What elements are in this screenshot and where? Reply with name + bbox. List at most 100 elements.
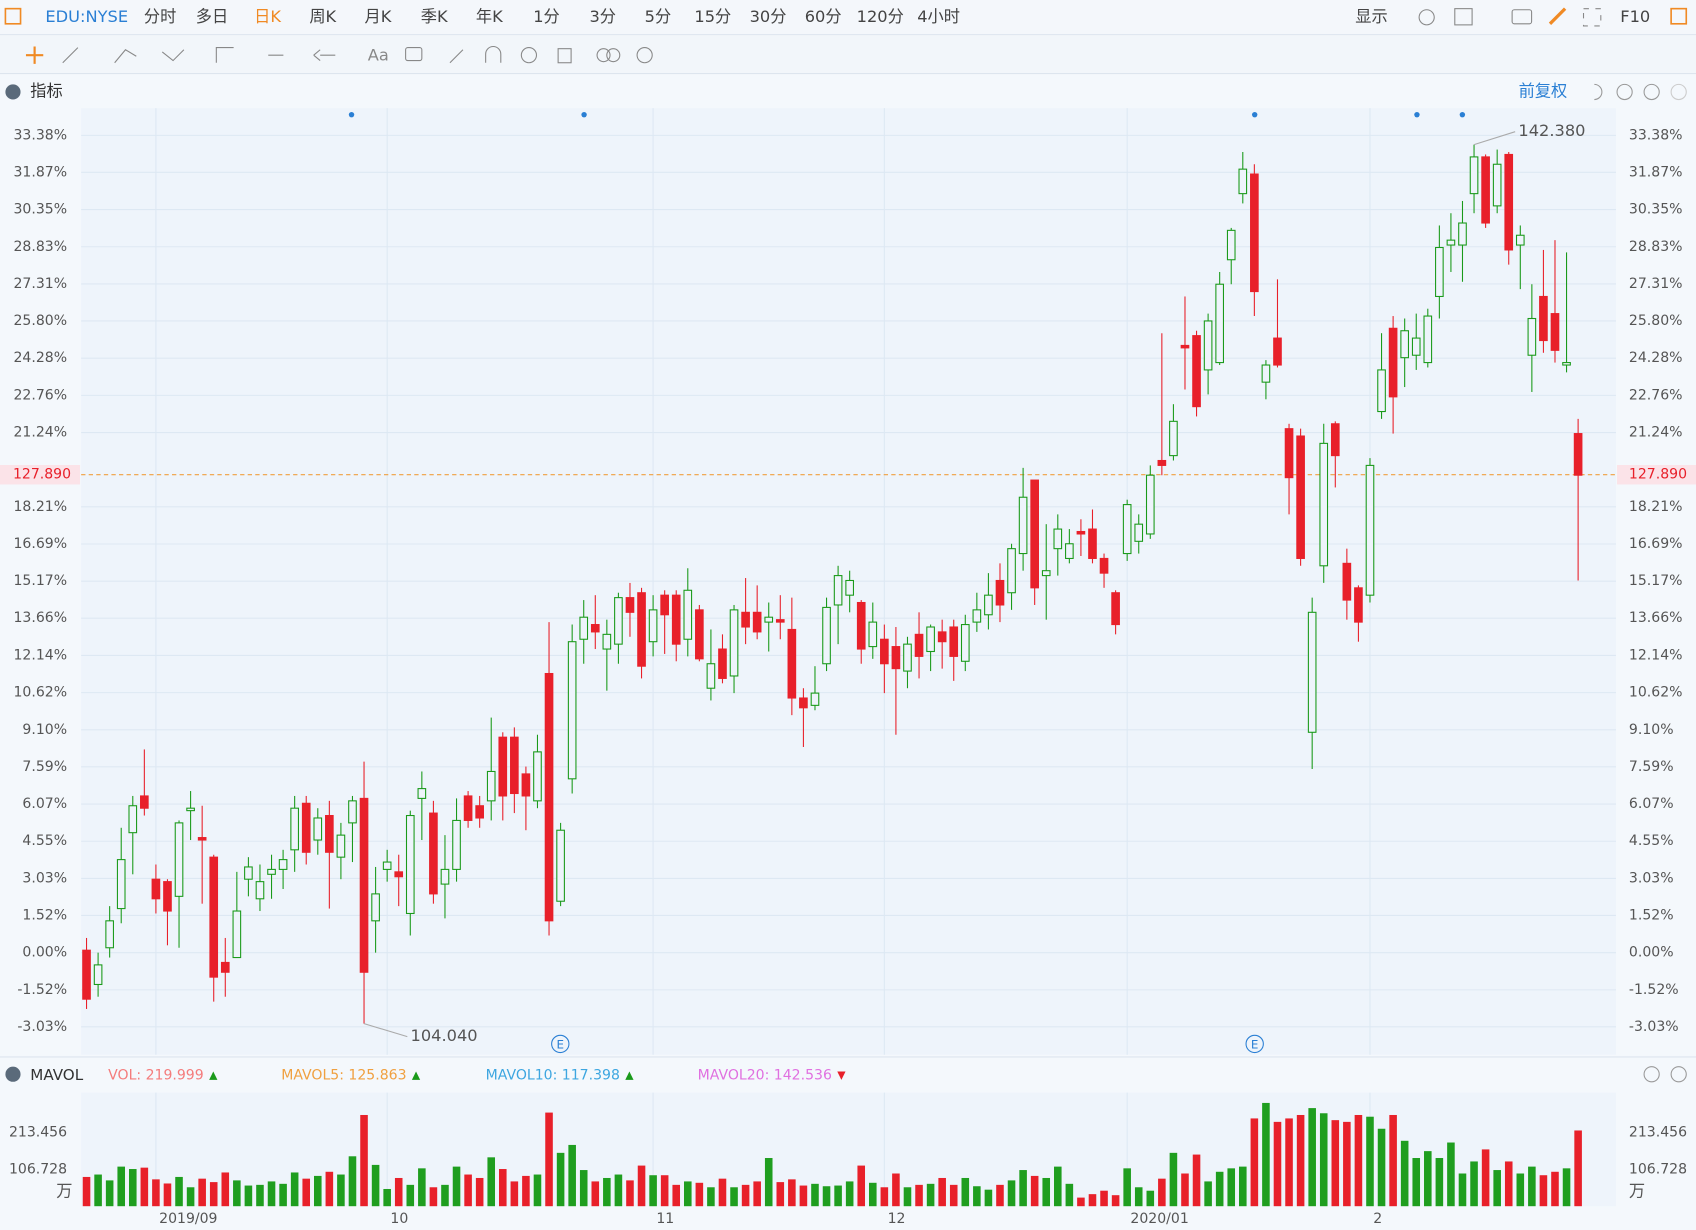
period-tab[interactable]: 季K	[421, 7, 448, 26]
y-tick-label: 4.55%	[1629, 833, 1674, 849]
volume-bar	[1158, 1178, 1166, 1207]
settings-icon[interactable]	[1418, 9, 1435, 26]
comment-tool[interactable]	[405, 47, 423, 62]
y-tick-label: 18.21%	[14, 499, 68, 515]
period-tab[interactable]: 120分	[857, 7, 904, 26]
period-tab[interactable]: 30分	[750, 7, 787, 26]
event-marker[interactable]	[551, 1034, 570, 1054]
period-tab[interactable]: 3分	[589, 7, 616, 26]
legend-arrow: ▲	[209, 1068, 218, 1081]
fullscreen-icon[interactable]	[1582, 8, 1602, 27]
volume-bar	[267, 1181, 276, 1207]
event-label[interactable]: E	[557, 1038, 565, 1052]
period-tab[interactable]: 年K	[476, 7, 503, 26]
compare-tool[interactable]	[606, 48, 621, 63]
pen-icon[interactable]	[1548, 7, 1567, 25]
candle-body	[1539, 295, 1548, 342]
candle-body	[556, 829, 565, 902]
sidebar-icon[interactable]	[4, 7, 22, 25]
text-tool[interactable]: Aa	[368, 46, 389, 65]
volume-bar	[1019, 1170, 1027, 1207]
period-tab[interactable]: 1分	[533, 7, 560, 26]
candle-body	[1296, 435, 1305, 559]
move-tool[interactable]	[25, 46, 44, 64]
volume-bar	[383, 1188, 391, 1207]
close-indicator[interactable]	[1643, 1066, 1660, 1083]
candle-body	[914, 633, 924, 657]
candle-body	[1446, 239, 1456, 246]
volume-bar	[1215, 1171, 1224, 1207]
camera-icon[interactable]	[1511, 9, 1533, 25]
marker-dots	[348, 111, 1466, 118]
volume-bar	[279, 1183, 287, 1207]
magnet-tools[interactable]	[449, 46, 502, 64]
collapse-icon[interactable]	[5, 84, 21, 100]
compare-tool[interactable]	[596, 48, 611, 63]
panel-icon[interactable]	[1670, 7, 1688, 25]
candle-body	[290, 807, 299, 851]
candle-body	[856, 601, 866, 650]
period-tab[interactable]: 5分	[645, 7, 672, 26]
reset-icon[interactable]	[1594, 83, 1624, 101]
y-tick-label: 24.28%	[14, 350, 68, 366]
hide-tool[interactable]	[520, 47, 538, 64]
volume-bar	[1424, 1151, 1432, 1207]
volume-bar	[1354, 1114, 1363, 1207]
candle-body	[972, 609, 982, 623]
collapse-icon[interactable]	[5, 1066, 21, 1082]
candle-body	[1099, 557, 1109, 574]
delete-tool[interactable]	[557, 48, 572, 64]
period-tab[interactable]: 4小时	[917, 7, 960, 26]
f10-button[interactable]: F10	[1620, 7, 1650, 26]
adjust-mode[interactable]: 前复权	[1519, 81, 1568, 100]
period-tab[interactable]: 月K	[365, 7, 392, 26]
draw-settings[interactable]	[636, 47, 653, 64]
legend-entry: MAVOL5: 125.863	[281, 1067, 406, 1083]
period-tab[interactable]: 多日	[196, 7, 228, 26]
volume-bar	[1435, 1158, 1444, 1207]
zoom-in[interactable]	[1643, 83, 1660, 101]
candle-body	[1122, 504, 1132, 555]
display-menu[interactable]: 显示	[1355, 7, 1387, 26]
candle-body	[1111, 592, 1120, 626]
candle-body	[1307, 611, 1317, 733]
event-marker[interactable]	[1245, 1034, 1264, 1054]
volume-bar	[684, 1181, 692, 1207]
event-label[interactable]: E	[1251, 1038, 1259, 1052]
volume-bar	[1065, 1183, 1074, 1207]
period-tab[interactable]: 日K	[254, 7, 281, 26]
volume-bar	[1192, 1154, 1201, 1207]
candle-body	[1018, 496, 1028, 555]
period-tab[interactable]: 15分	[694, 7, 731, 26]
period-tab[interactable]: 60分	[805, 7, 842, 26]
candle-body	[1377, 369, 1386, 413]
candle-body	[1169, 420, 1178, 457]
y-tick-label: -1.52%	[17, 982, 67, 998]
draw-tools[interactable]	[62, 47, 336, 64]
candle-body	[810, 692, 820, 706]
volume-bar	[1528, 1166, 1536, 1207]
candle-body	[463, 795, 473, 821]
volume-bar	[556, 1152, 565, 1207]
candle-body	[1504, 153, 1514, 251]
period-tab[interactable]: 分时	[144, 7, 176, 26]
y-tick-label: 16.69%	[14, 536, 68, 552]
volume-bar	[926, 1183, 935, 1207]
candle-body	[995, 579, 1005, 606]
indicator-settings[interactable]	[1670, 1066, 1687, 1083]
symbol[interactable]: EDU:NYSE	[45, 7, 128, 26]
volume-bar	[973, 1186, 981, 1207]
volume-bar	[533, 1174, 542, 1207]
chart-settings[interactable]	[1670, 83, 1687, 101]
candle-body	[1388, 327, 1398, 398]
zoom-out[interactable]	[1616, 83, 1633, 101]
candle-body	[486, 770, 496, 802]
period-tab[interactable]: 周K	[309, 7, 336, 26]
layout-icon[interactable]	[1454, 8, 1473, 26]
volume-bar	[1227, 1168, 1236, 1207]
volume-bar	[1204, 1181, 1212, 1207]
legend-entry: MAVOL20: 142.536	[698, 1067, 832, 1083]
volume-bar	[487, 1157, 496, 1207]
y-tick-label: 1.52%	[1629, 907, 1674, 923]
y-tick-label: 9.10%	[1629, 722, 1674, 738]
